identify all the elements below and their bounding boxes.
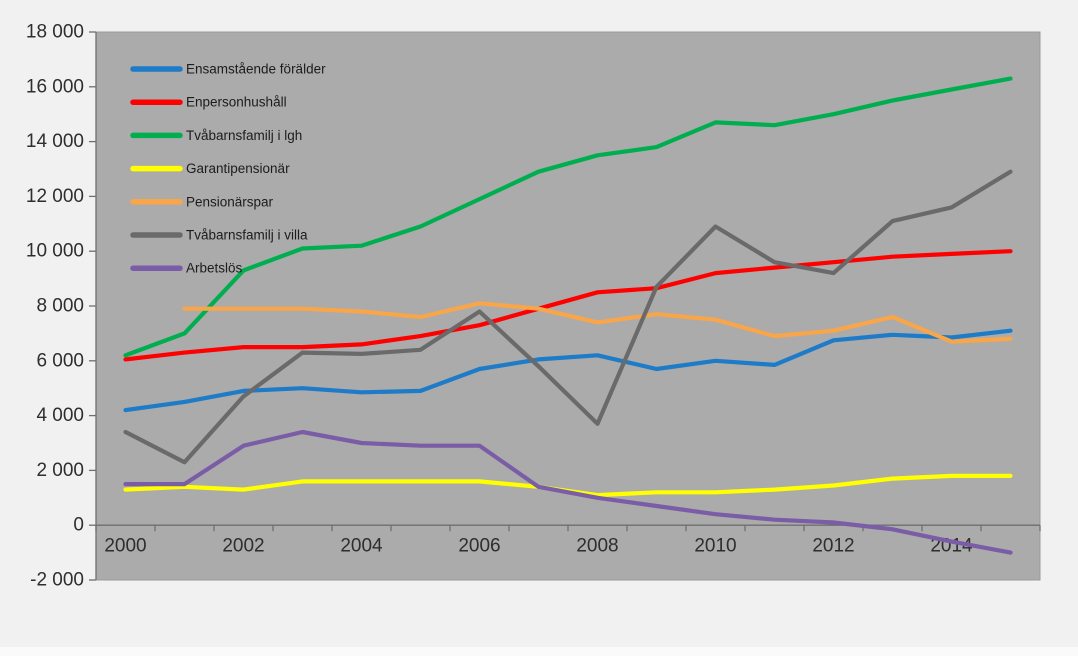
x-axis-label: 2008	[576, 536, 618, 557]
series-line	[123, 328, 1013, 413]
plot-area	[95, 31, 1041, 581]
legend-label: Tvåbarnsfamilj i lgh	[186, 128, 302, 143]
legend-label: Enpersonhushåll	[186, 95, 287, 110]
footer-strip	[0, 647, 1078, 656]
y-axis-label: 0	[73, 515, 84, 536]
legend-label: Pensionärspar	[186, 194, 274, 209]
legend-label: Tvåbarnsfamilj i villa	[186, 228, 308, 243]
y-axis-label: 4 000	[36, 405, 84, 426]
x-axis-label: 2006	[458, 536, 500, 557]
series-line	[123, 76, 1013, 358]
y-axis-label: 2 000	[36, 460, 84, 481]
y-axis-label: 12 000	[26, 186, 84, 207]
x-axis-label: 2002	[222, 536, 264, 557]
series-line	[182, 301, 1013, 344]
y-axis-label: 16 000	[26, 76, 84, 97]
y-axis-label: 10 000	[26, 241, 84, 262]
y-axis-label: 14 000	[26, 131, 84, 152]
x-axis-label: 2000	[104, 536, 146, 557]
y-axis-label: 8 000	[36, 296, 84, 317]
legend-label: Arbetslös	[186, 261, 243, 276]
x-axis-label: 2004	[340, 536, 383, 557]
series-line	[123, 249, 1013, 362]
x-axis-label: 2012	[812, 536, 854, 557]
legend-label: Ensamstående förälder	[186, 62, 326, 77]
legend-label: Garantipensionär	[186, 161, 290, 176]
series-line	[123, 169, 1013, 465]
y-axis-label: 18 000	[26, 22, 84, 43]
series-line	[123, 429, 1013, 555]
x-axis-label: 2010	[694, 536, 736, 557]
y-axis-label: -2 000	[30, 570, 84, 591]
y-axis-label: 6 000	[36, 350, 84, 371]
